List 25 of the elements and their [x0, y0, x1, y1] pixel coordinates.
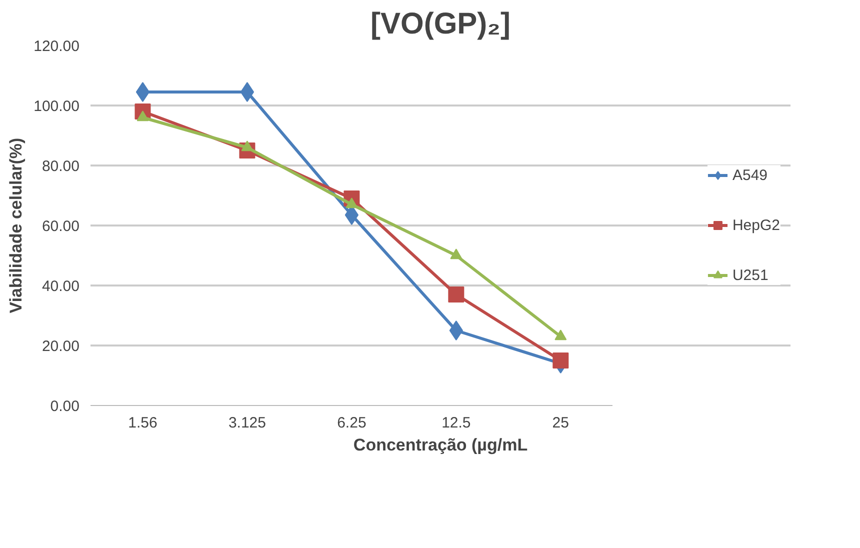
y-tick-label: 60.00: [42, 218, 80, 235]
y-axis-title: Viabilidade celular(%): [6, 138, 26, 314]
legend-label: A549: [732, 166, 768, 184]
point: [240, 82, 254, 102]
y-tick-label: 80.00: [42, 158, 80, 175]
y-tick-label: 40.00: [42, 278, 80, 295]
x-tick-label: 6.25: [337, 414, 366, 432]
y-tick-label: 100.00: [34, 98, 80, 115]
x-tick-label: 3.125: [228, 414, 266, 432]
x-tick-label: 1.56: [128, 414, 158, 432]
point: [450, 248, 462, 260]
point: [448, 286, 464, 302]
point: [449, 320, 464, 340]
chart-title: [VO(GP)₂]: [370, 8, 510, 40]
x-tick-label: 25: [552, 414, 569, 432]
y-tick-label: 120.00: [34, 38, 80, 55]
point: [136, 82, 150, 102]
legend-label: HepG2: [732, 216, 780, 234]
y-tick-label: 20.00: [42, 338, 80, 355]
point: [554, 330, 567, 340]
legend-label: U251: [732, 266, 768, 284]
x-axis-title: Concentração (µg/mL: [353, 436, 528, 454]
x-tick-label: 12.5: [442, 414, 471, 432]
y-tick-label: 0.00: [50, 398, 80, 415]
point: [552, 352, 569, 368]
